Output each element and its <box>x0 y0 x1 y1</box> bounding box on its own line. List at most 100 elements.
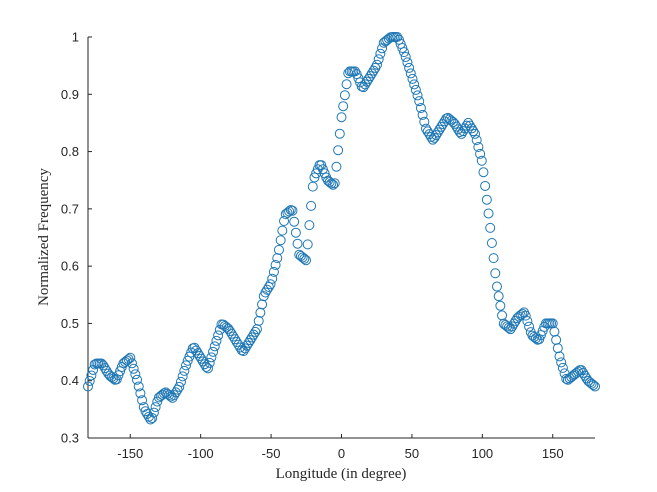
y-tick-label: 0.9 <box>61 87 79 102</box>
data-point <box>373 54 384 65</box>
data-point <box>520 310 531 321</box>
data-point <box>137 395 148 406</box>
data-point <box>106 372 117 383</box>
data-point <box>263 281 274 292</box>
data-point <box>202 363 213 374</box>
x-ticks: -150 -100 -50 0 50 100 150 <box>117 434 564 461</box>
data-point <box>128 363 139 374</box>
data-point <box>279 216 290 226</box>
data-point <box>588 380 599 391</box>
data-point <box>301 255 312 266</box>
data-point <box>297 252 308 263</box>
data-point <box>470 128 481 139</box>
data-point <box>132 374 143 385</box>
data-point <box>240 343 251 354</box>
y-tick-label: 0.8 <box>61 144 79 159</box>
data-point <box>497 310 508 321</box>
data-point <box>436 121 447 132</box>
data-point <box>265 279 276 290</box>
data-point <box>341 79 352 90</box>
data-point <box>446 115 457 126</box>
data-point <box>179 365 190 376</box>
data-point <box>419 116 430 127</box>
data-point <box>429 132 440 143</box>
data-point <box>581 373 592 384</box>
data-point <box>439 116 450 127</box>
data-point <box>257 299 268 310</box>
data-point <box>159 388 170 399</box>
data-point <box>250 326 261 337</box>
data-point <box>407 73 418 84</box>
data-point <box>463 117 474 128</box>
data-point <box>84 375 95 386</box>
data-point <box>437 119 448 130</box>
data-point <box>402 57 413 68</box>
data-point <box>135 388 146 399</box>
data-point <box>170 387 181 398</box>
data-point <box>299 253 310 264</box>
data-point <box>213 330 224 341</box>
y-tick-label: 0.4 <box>61 373 79 388</box>
data-point <box>307 181 318 192</box>
data-point <box>473 141 484 152</box>
data-point <box>287 205 298 216</box>
data-point <box>409 79 420 90</box>
data-point <box>147 413 158 424</box>
data-point <box>392 32 403 42</box>
data-point <box>277 225 288 236</box>
data-point <box>268 266 279 277</box>
data-point <box>282 207 293 218</box>
data-point <box>253 315 264 326</box>
data-point <box>422 126 433 137</box>
data-point <box>164 390 175 401</box>
data-point <box>471 135 482 146</box>
data-point <box>338 101 349 112</box>
y-ticks: 0.3 0.4 0.5 0.6 0.7 0.8 0.9 1 <box>61 30 92 446</box>
data-point <box>483 208 494 219</box>
data-point <box>238 346 249 357</box>
data-point <box>86 370 97 381</box>
data-point <box>561 373 572 384</box>
data-point <box>260 287 271 298</box>
data-point <box>189 342 200 353</box>
data-point <box>262 284 273 295</box>
data-point <box>507 321 518 332</box>
data-point <box>502 321 513 332</box>
data-point <box>270 260 281 270</box>
data-point <box>485 222 496 233</box>
data-point <box>267 273 278 284</box>
x-tick-label: 0 <box>338 446 345 461</box>
data-point <box>375 48 386 59</box>
data-point <box>586 378 597 389</box>
data-point <box>556 357 567 368</box>
data-point <box>231 336 242 347</box>
data-point <box>399 47 410 58</box>
y-axis-title: Normalized Frequency <box>36 168 52 306</box>
data-point <box>326 178 337 189</box>
data-point <box>508 318 519 329</box>
x-tick-label: 100 <box>471 446 493 461</box>
data-point <box>412 90 423 101</box>
data-point <box>350 66 361 77</box>
data-point <box>121 355 132 366</box>
data-point <box>421 123 431 134</box>
data-point <box>576 365 587 376</box>
data-point <box>175 376 186 387</box>
data-point <box>505 324 516 335</box>
data-point <box>177 371 188 382</box>
y-tick-label: 0.6 <box>61 259 79 274</box>
data-point <box>245 335 256 346</box>
y-tick-label: 0.3 <box>61 431 79 446</box>
data-point <box>557 362 568 373</box>
data-point <box>275 235 286 246</box>
data-point <box>377 43 388 54</box>
data-point <box>206 352 217 363</box>
x-tick-label: 50 <box>405 446 419 461</box>
data-point <box>334 128 345 139</box>
data-point <box>515 310 526 321</box>
data-point <box>476 155 487 166</box>
data-point <box>88 364 99 375</box>
data-point <box>167 392 178 403</box>
data-point <box>488 253 499 264</box>
plot-area: -150 -100 -50 0 50 100 150 0.30.40.50.60.70.80… <box>61 30 600 461</box>
